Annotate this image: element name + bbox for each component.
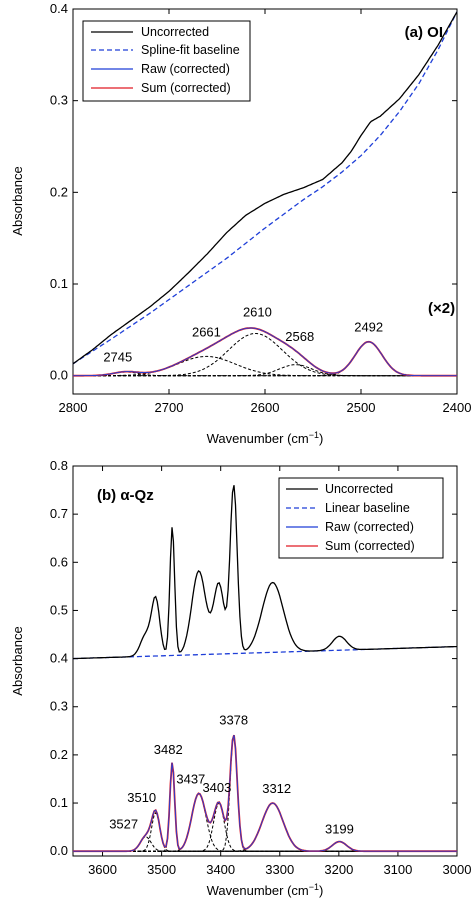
peak-label: 3403 (202, 780, 231, 795)
x-tick-label: 3600 (88, 862, 117, 877)
legend-label: Sum (corrected) (325, 539, 415, 553)
peak-label: 3199 (325, 822, 354, 837)
x-tick-label: 3400 (206, 862, 235, 877)
peak-label: 3378 (219, 713, 248, 728)
peak-label: 3482 (154, 742, 183, 757)
panel-a-title: (a) OI (405, 24, 443, 41)
y-tick-label: 0.1 (50, 276, 68, 291)
peak-label: 2492 (354, 320, 383, 335)
peak-label: 3437 (176, 771, 205, 786)
peak-label: 3510 (127, 790, 156, 805)
legend-label: Uncorrected (141, 25, 209, 39)
y-tick-label: 0.3 (50, 93, 68, 108)
y-tick-label: 0.7 (50, 506, 68, 521)
peak-component (73, 762, 457, 852)
y-tick-label: 0.6 (50, 554, 68, 569)
peak-component (73, 841, 457, 852)
y-tick-label: 0.2 (50, 747, 68, 762)
x-tick-label: 2700 (155, 400, 184, 415)
panel-b-title: (b) α-Qz (97, 487, 154, 504)
uncorrected-series (72, 11, 458, 365)
x-tick-label: 3300 (265, 862, 294, 877)
raw-corrected-series (73, 327, 457, 377)
xlabel-text: Wavenumber (cm (207, 431, 309, 446)
panel-a-peak-labels: 2745 2661 2610 2568 2492 (103, 304, 383, 364)
x-tick-label: 2400 (443, 400, 472, 415)
peak-label: 2745 (103, 350, 132, 365)
y-tick-label: 0.0 (50, 843, 68, 858)
xlabel-sup: −1 (309, 882, 319, 892)
baseline-series (72, 11, 458, 365)
y-tick-label: 0.0 (50, 368, 68, 383)
panel-a-axes: 2800 2700 2600 2500 2400 0.0 0.1 0.2 0.3 0.4 (50, 1, 472, 415)
y-tick-label: 0.2 (50, 184, 68, 199)
x-tick-label: 2500 (347, 400, 376, 415)
panel-a-xlabel: Wavenumber (cm−1) (207, 430, 324, 446)
panel-b-axes: 3600 3500 3400 3300 3200 3100 3000 0.0 0.1 0.2 0.3… (50, 458, 472, 877)
y-tick-label: 0.3 (50, 699, 68, 714)
uncorrected-series (72, 485, 457, 660)
legend-label: Linear baseline (325, 501, 410, 515)
panel-a-legend: Uncorrected Spline-fit baseline Raw (cor… (82, 20, 251, 102)
peak-label: 3312 (262, 781, 291, 796)
xlabel-close: ) (319, 431, 323, 446)
peak-component (73, 836, 457, 852)
xlabel-close: ) (319, 883, 323, 898)
peak-component (73, 364, 457, 377)
peak-label: 2661 (192, 324, 221, 339)
x-tick-label: 3200 (324, 862, 353, 877)
y-tick-label: 0.4 (50, 1, 68, 16)
legend-label: Sum (corrected) (141, 81, 231, 95)
legend-label: Raw (corrected) (325, 520, 414, 534)
peak-label: 2568 (285, 329, 314, 344)
x-tick-label: 3500 (147, 862, 176, 877)
peak-component (73, 333, 457, 377)
legend-box (278, 477, 444, 559)
x-tick-label: 2800 (59, 400, 88, 415)
peak-label: 2610 (243, 304, 272, 319)
panel-b-legend: Uncorrected Linear baseline Raw (correct… (278, 477, 444, 559)
legend-label: Uncorrected (325, 482, 393, 496)
x-tick-label: 3100 (383, 862, 412, 877)
panel-b-curves (72, 485, 457, 853)
xlabel-sup: −1 (309, 430, 319, 440)
xlabel-text: Wavenumber (cm (207, 883, 309, 898)
panel-b-frame (72, 465, 458, 857)
y-tick-label: 0.1 (50, 795, 68, 810)
peak-label: 3527 (109, 817, 138, 832)
legend-label: Raw (corrected) (141, 62, 230, 76)
x-tick-label: 3000 (443, 862, 472, 877)
legend-label: Spline-fit baseline (141, 43, 240, 57)
panel-b-ylabel: Absorbance (10, 626, 25, 695)
y-tick-label: 0.5 (50, 602, 68, 617)
y-tick-label: 0.8 (50, 458, 68, 473)
raw-corrected-series (73, 734, 457, 852)
panel-a-ylabel: Absorbance (10, 166, 25, 235)
x-tick-label: 2600 (251, 400, 280, 415)
panel-a-annotation: (×2) (428, 300, 455, 317)
y-tick-label: 0.4 (50, 651, 68, 666)
panel-a-curves (72, 11, 458, 377)
panel-b-xlabel: Wavenumber (cm−1) (207, 882, 324, 898)
